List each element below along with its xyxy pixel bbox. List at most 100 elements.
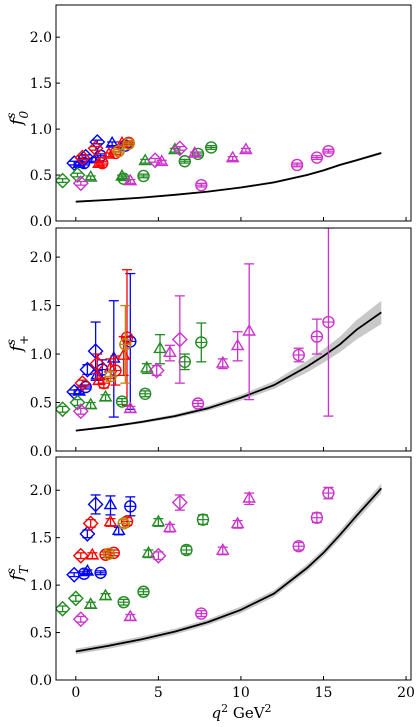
data-point — [98, 588, 113, 601]
data-point — [112, 144, 125, 158]
data-point — [87, 140, 104, 157]
plot-frame — [55, 4, 412, 222]
triangle-marker — [154, 154, 169, 167]
x-tick-label: 10 — [232, 685, 250, 701]
data-point — [115, 395, 129, 408]
diamond-marker — [72, 403, 89, 420]
data-point — [205, 141, 218, 154]
triangle-marker — [83, 397, 98, 410]
data-point — [122, 137, 135, 150]
data-point — [171, 494, 188, 511]
y-tick-label: 2.0 — [30, 250, 52, 266]
plot-area — [56, 228, 382, 432]
data-point — [150, 547, 167, 564]
y-axis-label: fsT — [4, 565, 31, 582]
y-tick-label: 1.5 — [30, 76, 52, 92]
data-point — [178, 155, 191, 168]
y-tick-label: 0.5 — [30, 168, 52, 184]
diamond-marker — [87, 496, 104, 513]
diamond-marker — [82, 515, 99, 532]
diamond-marker — [89, 355, 106, 372]
data-point — [69, 394, 86, 411]
diamond-marker — [150, 547, 167, 564]
data-point — [322, 486, 335, 500]
x-tick-label: 0 — [71, 685, 80, 701]
data-point — [103, 495, 118, 516]
diamond-marker — [56, 172, 71, 189]
triangle-marker — [83, 169, 98, 182]
data-point — [137, 169, 150, 183]
data-point — [67, 590, 84, 607]
data-point — [94, 566, 107, 579]
y-tick-label: 0.0 — [30, 444, 52, 460]
data-point — [83, 397, 98, 410]
triangle-marker — [215, 355, 230, 368]
diamond-marker — [69, 394, 86, 411]
data-point — [230, 516, 245, 529]
data-point — [139, 360, 154, 375]
triangle-marker — [83, 597, 98, 609]
data-point — [72, 175, 89, 192]
y-tick-label: 2.0 — [30, 30, 52, 46]
triangle-marker — [105, 135, 120, 148]
triangle-marker — [242, 323, 257, 336]
data-point — [85, 547, 100, 560]
data-point — [72, 547, 89, 564]
y-tick-label: 0.5 — [30, 626, 52, 642]
diamond-marker — [74, 149, 91, 166]
triangle-marker — [238, 142, 253, 155]
data-point — [215, 355, 230, 370]
y-tick-label: 0.0 — [30, 673, 52, 689]
data-point — [117, 517, 130, 530]
data-point — [153, 334, 167, 365]
y-tick-label: 1.5 — [30, 531, 52, 547]
data-point — [171, 140, 188, 157]
data-point — [196, 513, 210, 526]
triangle-marker — [139, 360, 154, 373]
data-point — [56, 401, 71, 418]
y-tick-label: 0.0 — [30, 214, 52, 230]
triangle-marker — [163, 345, 177, 357]
diamond-marker — [148, 362, 165, 379]
data-point — [72, 611, 89, 628]
diamond-marker — [171, 494, 188, 511]
data-point — [322, 228, 335, 417]
diamond-marker — [171, 331, 188, 348]
data-point — [310, 151, 324, 164]
data-point — [87, 494, 104, 515]
panel-2: 0.0 0.5 1.0 1.5 2.0 fs+ — [4, 227, 412, 460]
triangle-marker — [187, 146, 202, 158]
data-point — [138, 387, 152, 400]
data-point — [290, 158, 304, 172]
x-tick-label: 5 — [154, 685, 163, 701]
data-point — [123, 173, 138, 186]
uncertainty-band — [75, 483, 382, 655]
data-point — [96, 156, 109, 170]
triangle-marker — [141, 545, 156, 558]
central-curve — [75, 311, 382, 432]
data-point — [322, 144, 335, 158]
triangle-marker — [72, 156, 87, 169]
data-point — [195, 322, 208, 363]
triangle-marker — [230, 516, 245, 529]
diamond-marker — [77, 148, 94, 165]
triangle-marker — [85, 547, 100, 560]
data-point — [310, 511, 324, 524]
triangle-marker — [103, 514, 118, 527]
x-axis-label: q2 GeV2 — [211, 702, 271, 722]
x-tick-label: 15 — [315, 685, 333, 701]
data-point — [79, 361, 96, 378]
data-point — [171, 295, 188, 384]
data-point — [83, 169, 98, 182]
y-tick-label: 2.0 — [30, 483, 52, 499]
triangle-marker — [230, 338, 245, 351]
diamond-marker — [171, 140, 188, 157]
data-point — [148, 362, 165, 379]
data-point — [105, 135, 120, 148]
y-tick-label: 1.0 — [30, 122, 52, 138]
triangle-marker — [225, 150, 240, 163]
data-point — [154, 154, 169, 167]
x-tick-label: 20 — [397, 685, 415, 701]
diamond-marker — [79, 525, 96, 542]
data-point — [104, 370, 117, 383]
